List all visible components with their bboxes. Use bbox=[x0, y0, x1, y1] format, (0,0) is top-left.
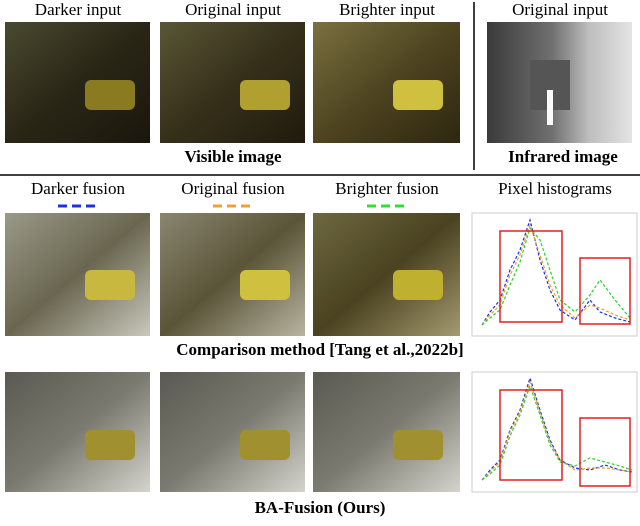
image-detail bbox=[85, 270, 135, 300]
label: Brighter input bbox=[339, 0, 435, 19]
label: Original input bbox=[185, 0, 281, 19]
label: Pixel histograms bbox=[498, 179, 612, 198]
caption: BA-Fusion (Ours) bbox=[255, 498, 386, 517]
image-detail bbox=[85, 430, 135, 460]
caption: Infrared image bbox=[508, 147, 618, 166]
image bbox=[5, 22, 150, 143]
image-detail bbox=[393, 430, 443, 460]
caption: Comparison method [Tang et al.,2022b] bbox=[176, 340, 463, 359]
label: Brighter fusion bbox=[335, 179, 439, 198]
image bbox=[160, 22, 305, 143]
image-detail bbox=[393, 270, 443, 300]
label: Darker input bbox=[35, 0, 122, 19]
image-detail bbox=[240, 430, 290, 460]
image-detail bbox=[240, 270, 290, 300]
label: Darker fusion bbox=[31, 179, 125, 198]
caption: Visible image bbox=[184, 147, 282, 166]
histogram bbox=[471, 371, 638, 493]
label: Original fusion bbox=[181, 179, 285, 198]
label: Original input bbox=[512, 0, 608, 19]
image bbox=[313, 22, 460, 143]
image bbox=[487, 22, 632, 143]
histogram bbox=[471, 212, 638, 337]
